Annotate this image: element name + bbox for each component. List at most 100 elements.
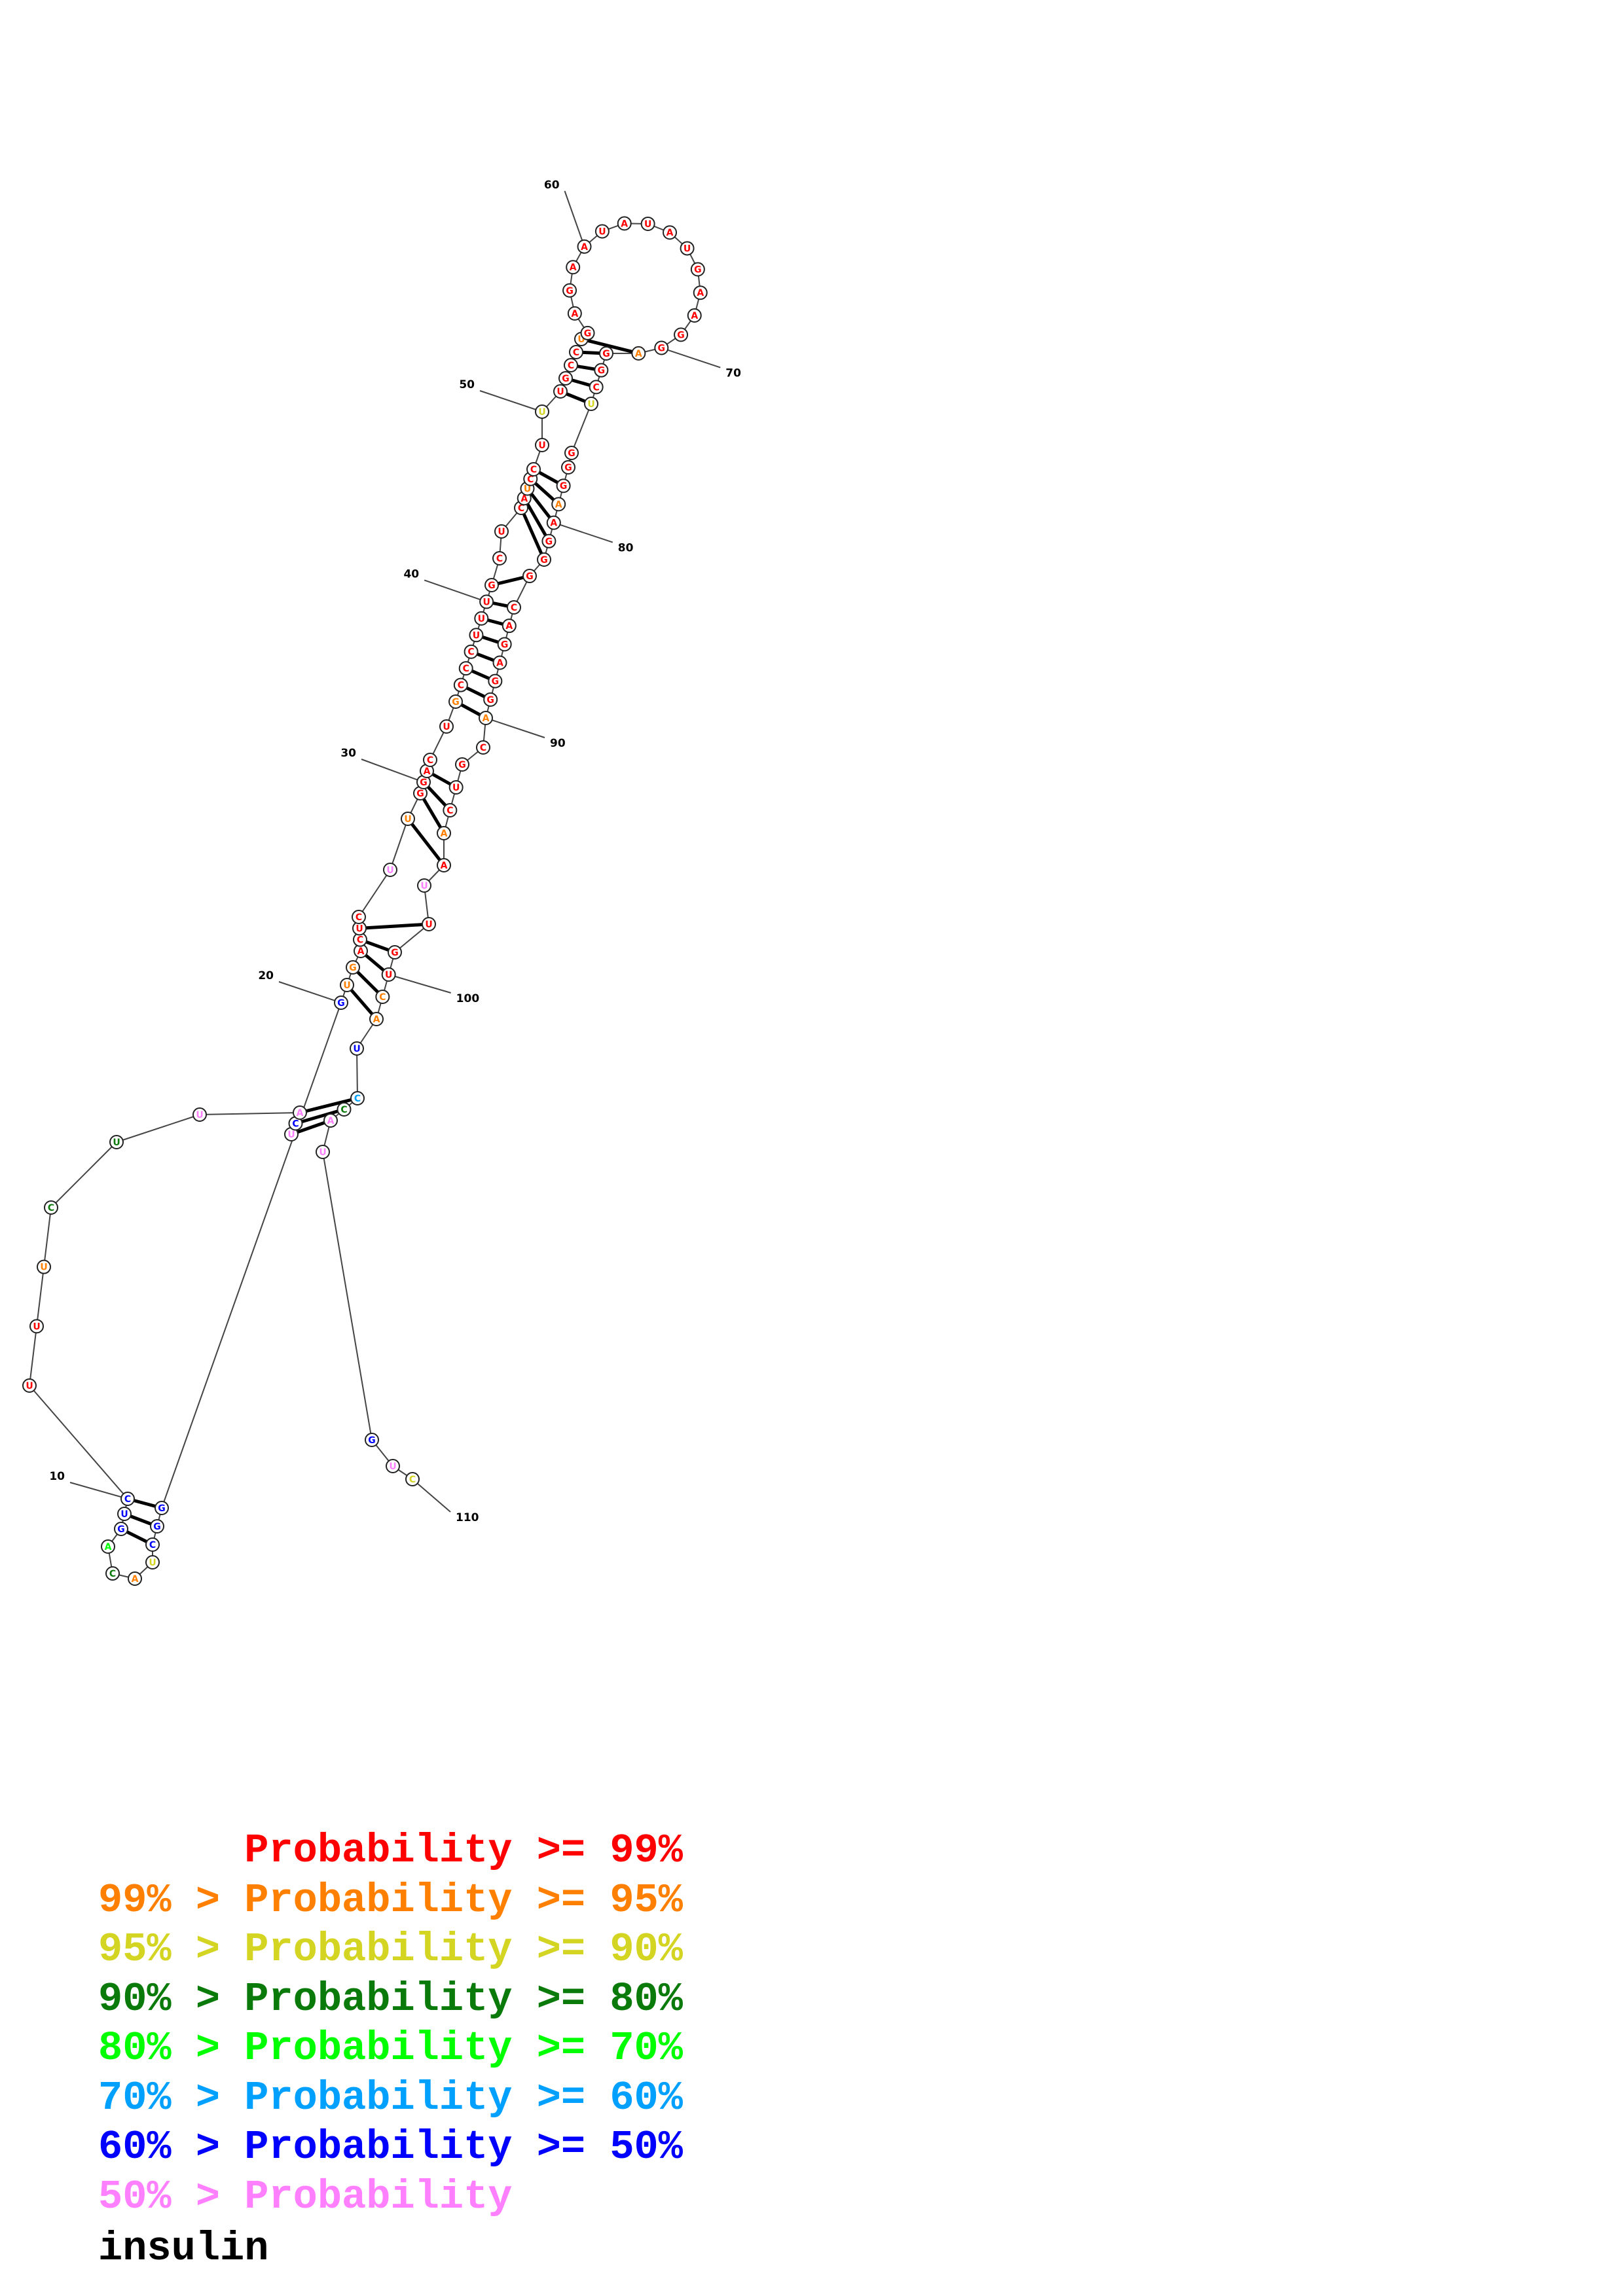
nucleotide-base: G	[452, 697, 460, 708]
nucleotide-node: G	[562, 283, 577, 298]
nucleotide-node: U	[109, 1135, 124, 1149]
nucleotide-node: A	[631, 346, 646, 361]
nucleotide-circle	[337, 1102, 352, 1117]
nucleotide-node: U	[117, 1507, 132, 1521]
nucleotide-circle	[464, 644, 479, 659]
nucleotide-base: U	[483, 597, 490, 607]
nucleotide-node: G	[564, 446, 579, 460]
nucleotide-node: U	[145, 1555, 160, 1570]
position-tick	[388, 974, 451, 994]
nucleotide-circle	[562, 283, 577, 298]
nucleotide-circle	[564, 446, 579, 460]
nucleotide-base: A	[496, 658, 503, 669]
nucleotide-node: A	[479, 711, 493, 725]
nucleotide-node: C	[352, 910, 366, 924]
nucleotide-base: C	[109, 1569, 116, 1579]
nucleotide-base: U	[587, 399, 594, 410]
nucleotide-circle	[29, 1319, 44, 1334]
nucleotide-circle	[448, 694, 463, 709]
nucleotide-base: U	[577, 334, 585, 345]
nucleotide-circle	[145, 1537, 160, 1552]
position-label: 50	[459, 378, 475, 391]
nucleotide-circle	[507, 600, 521, 615]
nucleotide-node: C	[564, 358, 578, 372]
position-label: 100	[456, 992, 480, 1005]
nucleotide-base: G	[337, 998, 345, 1009]
nucleotide-node: A	[437, 858, 451, 872]
base-pair-bond	[407, 817, 445, 867]
nucleotide-node: U	[340, 978, 354, 992]
nucleotide-circle	[680, 241, 695, 256]
nucleotide-base: C	[427, 755, 433, 766]
base-pair-bonds	[120, 337, 639, 1547]
nucleotide-node: G	[541, 533, 556, 548]
nucleotide-circle	[494, 524, 509, 539]
nucleotide-circle	[564, 358, 578, 372]
nucleotide-base: G	[602, 349, 610, 359]
nucleotide-base: U	[287, 1130, 295, 1140]
nucleotide-node: G	[674, 327, 689, 342]
nucleotide-node: U	[383, 863, 397, 877]
nucleotide-base: U	[420, 881, 428, 891]
nucleotide-node: A	[577, 239, 592, 254]
nucleotide-base: G	[562, 374, 570, 384]
nucleotide-circle	[497, 637, 512, 652]
base-pair-bond	[522, 497, 551, 543]
nucleotide-node: U	[640, 216, 655, 231]
nucleotide-base: U	[356, 924, 363, 934]
nucleotide-node: U	[386, 1459, 400, 1473]
base-pair-bond	[346, 984, 378, 1020]
nucleotide-circle	[109, 1135, 124, 1149]
nucleotide-node: C	[492, 551, 507, 565]
base-pair-bond	[359, 922, 429, 930]
nucleotide-base: C	[48, 1203, 54, 1213]
nucleotide-base: G	[117, 1524, 125, 1535]
nucleotide-base: U	[498, 527, 505, 537]
nucleotide-node: C	[145, 1537, 160, 1552]
backbone-segment	[43, 1207, 52, 1267]
nucleotide-base: G	[694, 264, 702, 275]
nucleotide-circle	[369, 1012, 384, 1026]
nucleotide-base: G	[526, 571, 534, 582]
nucleotide-base: A	[441, 861, 448, 871]
nucleotide-circle	[37, 1259, 51, 1274]
nucleotide-base: G	[492, 677, 500, 687]
nucleotide-base: U	[478, 614, 485, 624]
nucleotide-node: U	[494, 524, 509, 539]
nucleotide-base: G	[540, 555, 548, 565]
nucleotide-circle	[439, 719, 454, 734]
backbone-segment	[571, 403, 592, 454]
nucleotide-circle	[492, 655, 507, 670]
nucleotide-base: G	[420, 778, 428, 788]
legend-row: Probability >= 99%	[98, 1827, 683, 1874]
nucleotide-base: A	[621, 219, 628, 229]
position-tick	[479, 390, 543, 412]
backbone-segment	[116, 1114, 200, 1143]
nucleotide-circle	[654, 340, 669, 355]
nucleotide-base: G	[560, 481, 568, 492]
nucleotide-circle	[566, 260, 581, 275]
nucleotide-circle	[405, 1472, 420, 1486]
nucleotide-circle	[437, 826, 451, 840]
nucleotide-base: C	[149, 1540, 156, 1551]
backbone-segment	[322, 1151, 373, 1441]
nucleotide-circle	[594, 224, 610, 239]
nucleotide-base: U	[425, 920, 432, 930]
nucleotide-node: G	[537, 552, 551, 567]
nucleotide-node: C	[453, 677, 468, 692]
nucleotide-node: G	[580, 325, 595, 340]
legend-row: 90% > Probability >= 80%	[98, 1975, 683, 2022]
nucleotide-base: C	[124, 1494, 131, 1505]
nucleotide-node: A	[687, 308, 702, 323]
nucleotide-base: U	[386, 865, 393, 876]
nucleotide-base: C	[480, 743, 486, 753]
nucleotide-base: U	[538, 407, 545, 418]
nucleotide-node: C	[405, 1472, 420, 1486]
nucleotide-node: G	[594, 363, 609, 378]
position-label: 110	[456, 1511, 479, 1524]
nucleotide-base: G	[458, 760, 466, 770]
position-label: 70	[725, 367, 741, 380]
nucleotide-base: U	[556, 387, 564, 397]
nucleotide-circle	[346, 960, 360, 975]
